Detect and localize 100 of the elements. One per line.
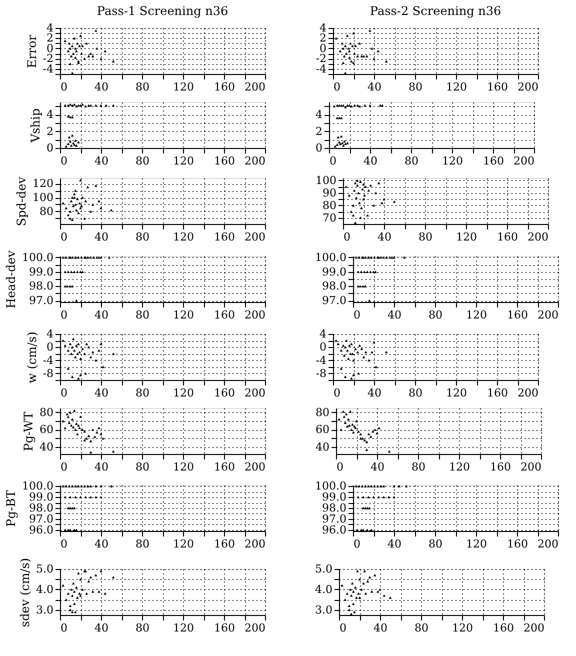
- x-tick-label: 160: [507, 308, 528, 322]
- point: [404, 484, 408, 488]
- point: [356, 284, 360, 288]
- point: [348, 608, 351, 612]
- x-tick-label: 200: [520, 460, 542, 474]
- point: [76, 270, 79, 274]
- point: [368, 299, 371, 302]
- x-tick-label: 200: [244, 308, 266, 322]
- x-tick-label: 80: [408, 80, 422, 94]
- point: [363, 570, 366, 572]
- point: [66, 412, 69, 416]
- point: [342, 354, 346, 357]
- x-tick-label: 0: [60, 386, 68, 400]
- point: [66, 415, 70, 418]
- point: [402, 256, 406, 259]
- point: [64, 270, 67, 274]
- point: [79, 415, 82, 418]
- point: [369, 435, 372, 438]
- point: [346, 34, 349, 37]
- point: [85, 437, 88, 440]
- point: [348, 194, 351, 197]
- point: [382, 256, 386, 259]
- x-tick-label: 120: [173, 308, 194, 322]
- point: [351, 352, 354, 355]
- point: [64, 284, 67, 288]
- point: [83, 484, 86, 488]
- point: [89, 256, 92, 259]
- chart-title: Pass-2 Screening n36: [370, 4, 502, 18]
- point: [64, 40, 67, 42]
- point: [362, 582, 366, 585]
- point: [70, 594, 74, 597]
- point: [366, 528, 369, 532]
- point: [368, 29, 372, 32]
- point: [89, 496, 92, 498]
- point: [76, 432, 79, 436]
- point: [377, 496, 380, 498]
- x-tick-label: 160: [214, 538, 235, 550]
- x-tick-label: 80: [136, 386, 150, 400]
- x-tick-label: 40: [94, 386, 108, 400]
- y-tick-label: 0: [46, 142, 54, 154]
- y-axis-title: Pg-BT: [4, 490, 18, 527]
- y-tick-label: 98.0: [322, 502, 346, 514]
- point: [77, 377, 80, 380]
- x-tick-label: 0: [60, 154, 68, 168]
- x-tick-label: 0: [354, 308, 360, 322]
- point: [68, 210, 72, 213]
- y-tick-label: 2: [46, 124, 54, 138]
- point: [74, 299, 78, 302]
- point: [79, 357, 82, 360]
- x-tick-label: 120: [173, 538, 194, 550]
- point: [356, 570, 359, 572]
- x-tick-label: 160: [214, 308, 235, 322]
- point: [388, 450, 391, 453]
- x-tick-label: 120: [452, 622, 473, 634]
- x-tick-label: 160: [214, 230, 235, 244]
- point: [62, 484, 64, 488]
- point: [79, 178, 82, 182]
- point: [352, 374, 355, 376]
- point: [76, 596, 79, 599]
- x-tick-label: 80: [414, 622, 428, 634]
- point: [66, 142, 70, 146]
- point: [84, 104, 88, 108]
- point: [334, 145, 337, 148]
- point: [86, 186, 90, 188]
- point: [86, 484, 90, 488]
- point: [362, 182, 365, 186]
- point: [100, 432, 102, 436]
- y-tick-label: 4: [320, 22, 326, 34]
- point: [354, 348, 357, 350]
- point: [360, 484, 364, 488]
- point: [348, 604, 351, 608]
- x-tick-label: 120: [446, 80, 467, 94]
- x-tick-label: 0: [60, 460, 68, 474]
- point: [80, 484, 83, 488]
- point: [346, 357, 350, 360]
- y-tick-label: -8: [42, 366, 54, 380]
- point: [74, 208, 78, 212]
- x-tick-label: 40: [370, 460, 384, 474]
- point: [392, 484, 396, 488]
- y-tick-label: 0: [316, 142, 322, 154]
- point: [79, 270, 82, 274]
- point: [336, 143, 339, 146]
- x-tick-label: 120: [466, 308, 487, 322]
- y-tick-label: 4: [46, 22, 54, 34]
- y-tick-label: 99.0: [29, 265, 54, 278]
- point: [94, 484, 98, 488]
- point: [95, 431, 98, 434]
- point: [70, 375, 74, 378]
- point: [62, 584, 64, 587]
- point: [350, 428, 353, 431]
- point: [340, 428, 343, 431]
- point: [89, 484, 92, 488]
- point: [382, 484, 386, 488]
- point: [384, 60, 388, 62]
- point: [355, 596, 358, 599]
- point: [362, 198, 365, 200]
- point: [79, 594, 82, 597]
- point: [369, 270, 372, 274]
- point: [364, 592, 368, 595]
- x-tick-label: 0: [60, 622, 68, 634]
